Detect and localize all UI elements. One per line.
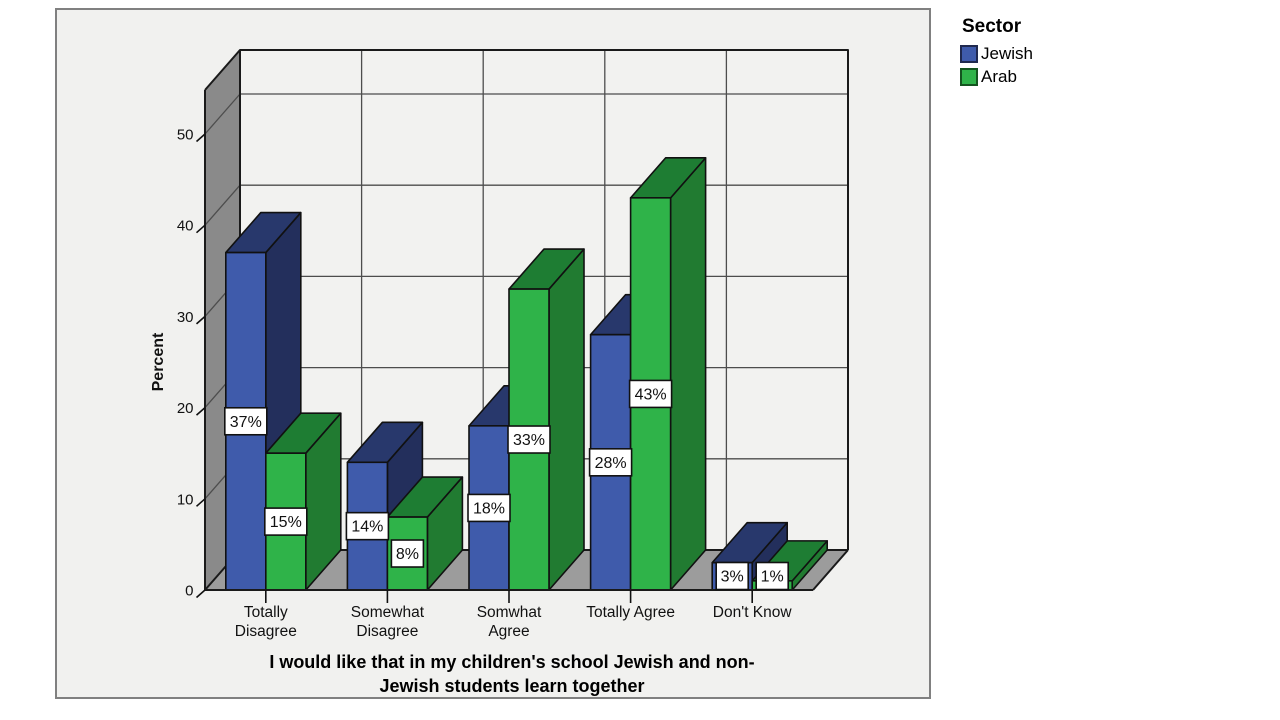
x-axis: Totally Disagree Somewhat Disagree Somwhat Ag… bbox=[235, 590, 793, 640]
value-label-arab-2: 33% bbox=[507, 425, 551, 454]
legend-item-arab: Arab bbox=[960, 67, 1033, 87]
value-label-arab-4: 1% bbox=[755, 561, 790, 591]
value-label-jewish-1: 14% bbox=[345, 511, 390, 541]
x-axis-title: I would like that in my children's schoo… bbox=[207, 650, 817, 698]
y-axis: 0 10 20 30 40 50 bbox=[177, 127, 206, 600]
svg-text:15%: 15% bbox=[270, 514, 302, 531]
jewish-swatch-icon bbox=[960, 45, 978, 63]
legend: Sector Jewish Arab bbox=[960, 16, 1033, 90]
bars bbox=[225, 157, 829, 591]
x-tick-label: Don't Know bbox=[713, 604, 793, 621]
bar-arab-0 bbox=[264, 412, 342, 591]
value-label-arab-1: 8% bbox=[390, 539, 425, 568]
value-label-jewish-3: 28% bbox=[588, 448, 633, 477]
arab-swatch-icon bbox=[960, 68, 978, 86]
x-axis-title-line1: I would like that in my children's schoo… bbox=[269, 652, 755, 672]
svg-text:28%: 28% bbox=[595, 455, 627, 472]
bar-chart-3d: Totally Disagree Somewhat Disagree Somwhat Ag… bbox=[150, 49, 849, 640]
svg-text:3%: 3% bbox=[721, 569, 744, 586]
chart-panel: Totally Disagree Somewhat Disagree Somwhat Ag… bbox=[55, 8, 931, 699]
value-label-jewish-2: 18% bbox=[467, 493, 511, 523]
x-tick-label: Totally Disagree bbox=[235, 604, 297, 640]
legend-title: Sector bbox=[962, 16, 1022, 37]
value-label-jewish-0: 37% bbox=[224, 406, 268, 436]
svg-text:43%: 43% bbox=[635, 386, 667, 403]
value-label-arab-0: 15% bbox=[263, 507, 308, 536]
svg-text:18%: 18% bbox=[473, 500, 505, 517]
x-axis-title-line2: Jewish students learn together bbox=[379, 676, 645, 696]
svg-text:1%: 1% bbox=[761, 569, 784, 586]
x-tick-label: Totally Agree bbox=[586, 604, 675, 621]
y-tick-label: 0 bbox=[185, 583, 193, 600]
y-axis-title: Percent bbox=[150, 332, 167, 391]
value-label-jewish-4: 3% bbox=[715, 561, 750, 591]
svg-text:37%: 37% bbox=[230, 414, 262, 431]
x-tick-label: Somewhat Disagree bbox=[351, 604, 425, 640]
legend-item-label: Arab bbox=[981, 67, 1017, 86]
svg-text:8%: 8% bbox=[396, 546, 419, 563]
y-tick-label: 30 bbox=[177, 309, 194, 326]
bar-arab-3 bbox=[629, 157, 707, 591]
bar-arab-2 bbox=[508, 248, 585, 591]
legend-item-label: Jewish bbox=[981, 44, 1033, 63]
y-tick-label: 10 bbox=[177, 491, 194, 508]
x-tick-label: Somwhat Agree bbox=[477, 604, 542, 640]
svg-text:14%: 14% bbox=[351, 519, 383, 536]
svg-text:33%: 33% bbox=[513, 432, 545, 449]
y-tick-label: 20 bbox=[177, 400, 194, 417]
legend-item-jewish: Jewish bbox=[960, 44, 1033, 64]
value-labels: 37% 15% 14% 8% 18% 33% 28% 43% 3% 1% bbox=[224, 379, 790, 591]
value-label-arab-3: 43% bbox=[628, 379, 673, 409]
y-tick-label: 50 bbox=[177, 127, 194, 144]
y-tick-label: 40 bbox=[177, 218, 194, 235]
